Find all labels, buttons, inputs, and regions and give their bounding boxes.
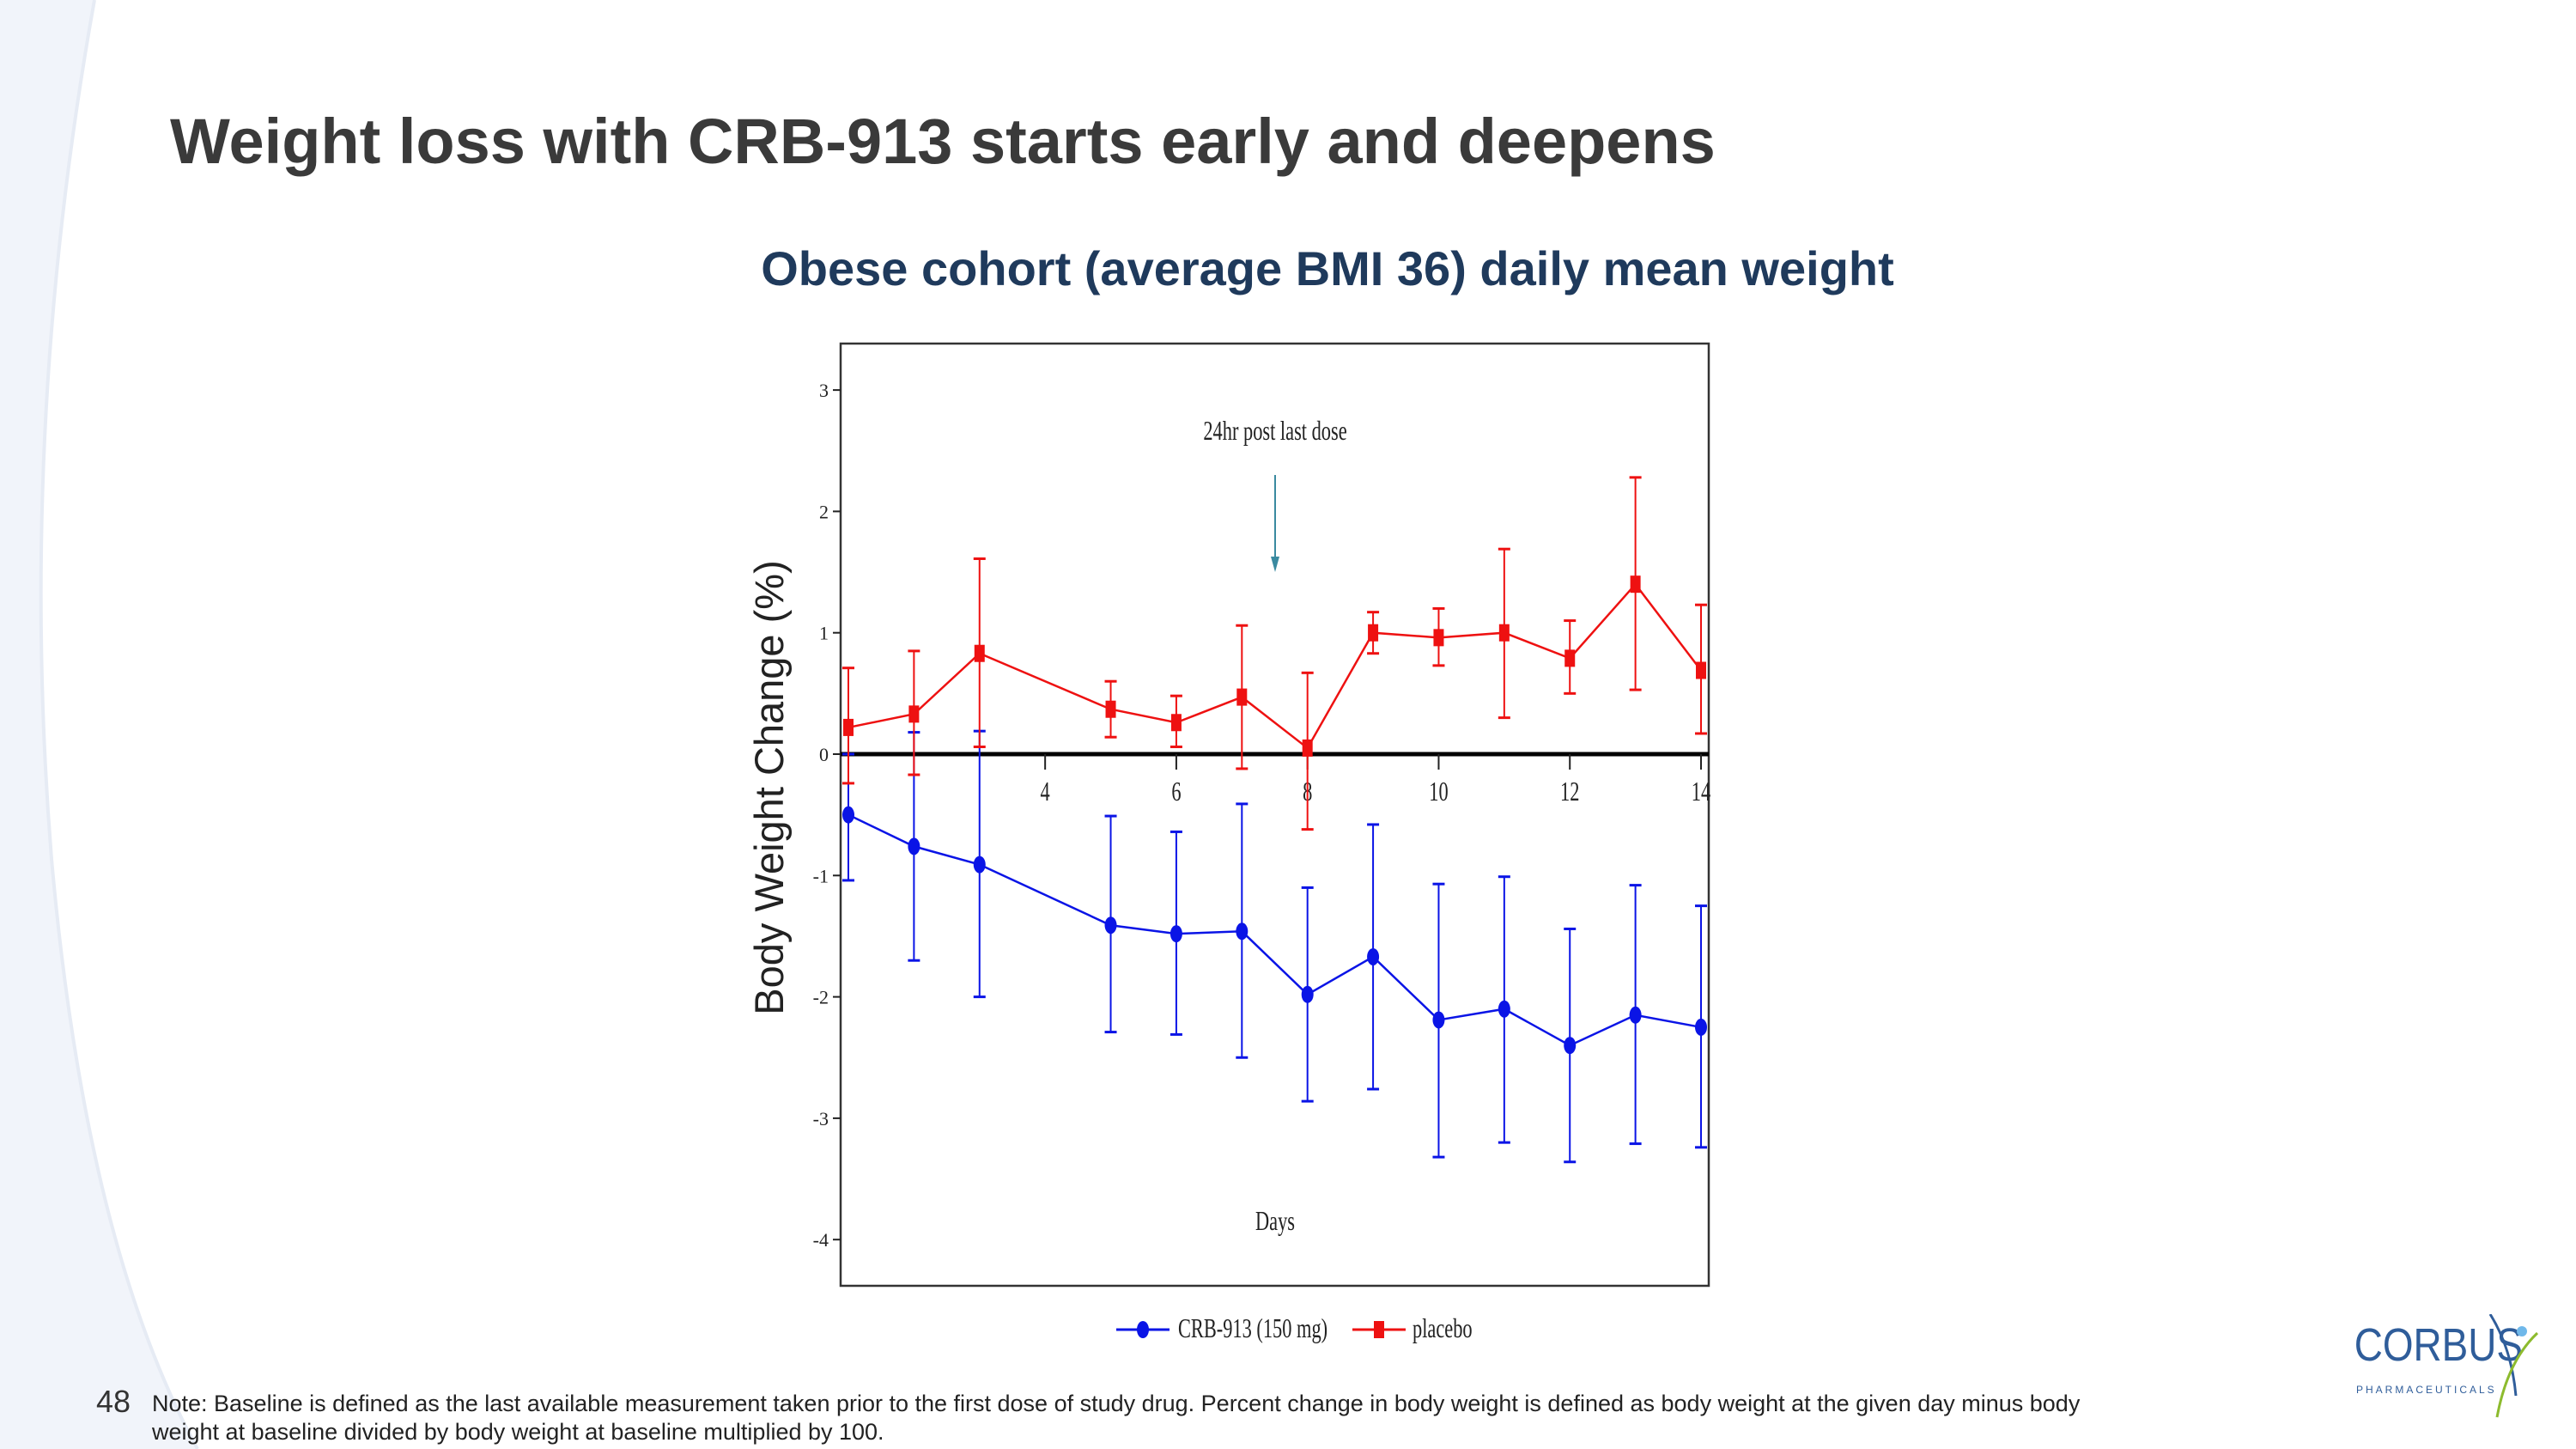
data-point	[843, 718, 854, 736]
data-point	[1498, 1000, 1510, 1018]
legend-marker	[1137, 1321, 1149, 1338]
y-tick-label: 3	[819, 380, 829, 401]
data-point	[1170, 925, 1182, 943]
data-point	[842, 806, 854, 824]
x-tick-label: 14	[1692, 776, 1710, 807]
data-point	[1564, 1037, 1577, 1055]
x-tick-label: 4	[1041, 776, 1050, 807]
data-point	[1498, 624, 1510, 642]
footnote: Note: Baseline is defined as the last av…	[152, 1391, 2081, 1445]
x-tick-label: 6	[1171, 776, 1181, 807]
data-point	[1629, 1006, 1642, 1024]
slide-title: Weight loss with CRB-913 starts early an…	[170, 106, 1716, 177]
data-point	[908, 705, 920, 723]
legend-label: placebo	[1413, 1312, 1473, 1343]
y-tick-label: -2	[813, 987, 829, 1008]
y-tick-label: 0	[819, 744, 829, 765]
legend-item-crb-913: CRB-913 (150 mg)	[1116, 1312, 1327, 1343]
data-point	[1630, 575, 1641, 594]
data-point	[1236, 922, 1249, 941]
series-placebo	[842, 476, 1707, 831]
data-point	[1105, 700, 1116, 718]
y-tick-label: -3	[813, 1108, 829, 1129]
y-tick-label: -4	[813, 1229, 829, 1251]
data-point	[1302, 739, 1313, 757]
data-point	[1367, 947, 1380, 965]
data-point	[1564, 649, 1576, 667]
legend-item-placebo: placebo	[1352, 1312, 1473, 1343]
data-point	[1236, 688, 1248, 706]
y-tick-label: 1	[819, 623, 829, 644]
legend-marker	[1374, 1321, 1384, 1338]
y-tick-label: 2	[819, 501, 829, 522]
data-point	[1432, 1011, 1445, 1029]
data-point	[1695, 1018, 1707, 1036]
corbus-logo: CORBUS PHARMACEUTICALS	[2354, 1314, 2539, 1418]
data-point	[908, 837, 920, 855]
data-point	[1301, 985, 1314, 1003]
x-tick-label: 10	[1429, 776, 1448, 807]
annotation-arrow	[1271, 475, 1279, 572]
logo-wordmark: CORBUS	[2354, 1319, 2523, 1371]
data-point	[974, 644, 985, 662]
data-point	[1696, 661, 1706, 679]
y-tick-label: -1	[813, 865, 829, 886]
x-tick-label: 12	[1560, 776, 1579, 807]
data-point	[1433, 629, 1444, 647]
legend-label: CRB-913 (150 mg)	[1178, 1312, 1327, 1343]
y-axis-label: Body Weight Change (%)	[746, 560, 792, 1014]
legend: CRB-913 (150 mg) placebo	[1116, 1312, 1473, 1343]
data-point	[1104, 916, 1117, 935]
data-point	[1170, 714, 1182, 732]
data-point	[1368, 624, 1379, 642]
data-point	[973, 855, 986, 874]
page-number: 48	[96, 1384, 131, 1419]
annotation-24hr-post-last-dose: 24hr post last dose	[1203, 415, 1346, 446]
chart-title: Obese cohort (average BMI 36) daily mean…	[761, 241, 1894, 295]
logo-tagline: PHARMACEUTICALS	[2356, 1384, 2497, 1396]
x-axis-label: Days	[1255, 1205, 1295, 1236]
